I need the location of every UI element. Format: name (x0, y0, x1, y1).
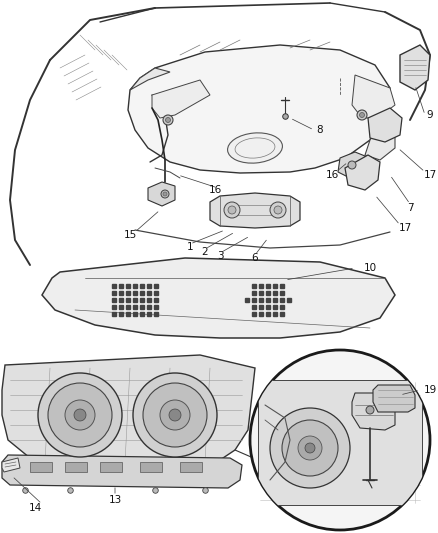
Circle shape (224, 202, 240, 218)
Circle shape (250, 350, 430, 530)
Text: 15: 15 (124, 230, 137, 240)
Circle shape (298, 436, 322, 460)
Ellipse shape (228, 133, 283, 163)
Polygon shape (258, 380, 422, 505)
Bar (30, 462, 52, 472)
Polygon shape (368, 108, 402, 142)
Polygon shape (352, 75, 395, 118)
Circle shape (270, 408, 350, 488)
Circle shape (360, 112, 364, 117)
Text: 6: 6 (252, 253, 258, 263)
Circle shape (163, 192, 167, 196)
Ellipse shape (235, 138, 275, 158)
Text: 14: 14 (28, 503, 42, 513)
Circle shape (65, 400, 95, 430)
Polygon shape (400, 45, 430, 90)
Circle shape (270, 202, 286, 218)
Text: 17: 17 (399, 223, 412, 233)
Text: 19: 19 (424, 385, 437, 395)
Text: 2: 2 (201, 247, 208, 257)
Text: 1: 1 (187, 242, 193, 252)
Polygon shape (2, 355, 255, 468)
Bar (140, 462, 162, 472)
Polygon shape (152, 80, 210, 118)
Text: 10: 10 (364, 263, 377, 273)
Circle shape (166, 117, 170, 123)
Circle shape (282, 420, 338, 476)
Text: 7: 7 (407, 203, 413, 213)
Polygon shape (2, 455, 242, 488)
Polygon shape (130, 68, 170, 90)
Polygon shape (42, 258, 395, 338)
Polygon shape (373, 385, 415, 412)
Circle shape (160, 400, 190, 430)
Circle shape (74, 409, 86, 421)
Circle shape (38, 373, 122, 457)
Circle shape (169, 409, 181, 421)
Polygon shape (345, 155, 380, 190)
Bar (65, 462, 87, 472)
Polygon shape (338, 152, 365, 178)
Bar (180, 462, 202, 472)
Circle shape (143, 383, 207, 447)
Circle shape (366, 406, 374, 414)
Text: 16: 16 (325, 170, 339, 180)
Text: 13: 13 (108, 495, 122, 505)
Circle shape (161, 190, 169, 198)
Circle shape (228, 206, 236, 214)
Circle shape (163, 115, 173, 125)
Circle shape (348, 161, 356, 169)
Bar (100, 462, 122, 472)
Text: 8: 8 (317, 125, 323, 135)
Circle shape (305, 443, 315, 453)
Polygon shape (2, 458, 20, 472)
Polygon shape (210, 193, 300, 228)
Polygon shape (352, 393, 395, 430)
Circle shape (357, 110, 367, 120)
Text: 9: 9 (427, 110, 433, 120)
Circle shape (133, 373, 217, 457)
Polygon shape (128, 45, 390, 173)
Text: 3: 3 (217, 251, 223, 261)
Circle shape (274, 206, 282, 214)
Text: 16: 16 (208, 185, 222, 195)
Polygon shape (365, 115, 395, 160)
Text: 17: 17 (424, 170, 437, 180)
Polygon shape (148, 182, 175, 206)
Circle shape (48, 383, 112, 447)
